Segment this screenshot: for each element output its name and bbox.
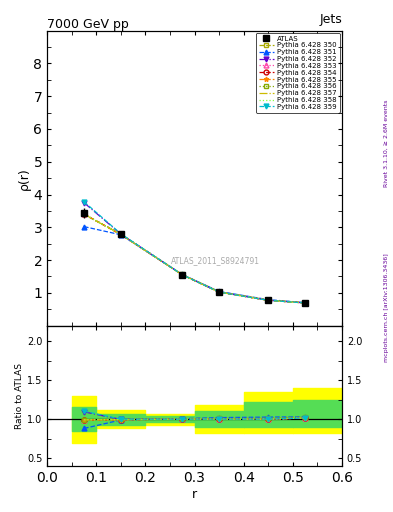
Pythia 6.428 359 [119, 231, 123, 237]
Pythia 6.428 351 [217, 288, 222, 294]
Pythia 6.428 356 [82, 211, 86, 217]
Pythia 6.428 352 [82, 200, 86, 206]
Pythia 6.428 354 [217, 289, 222, 295]
Pythia 6.428 353 [266, 297, 270, 304]
Pythia 6.428 352 [303, 300, 307, 306]
Pythia 6.428 354 [266, 297, 270, 304]
Pythia 6.428 353 [82, 211, 86, 217]
Pythia 6.428 351 [303, 300, 307, 306]
Pythia 6.428 356 [217, 289, 222, 295]
Pythia 6.428 359 [180, 272, 185, 278]
Pythia 6.428 359 [266, 297, 270, 304]
Y-axis label: ρ(r): ρ(r) [18, 167, 31, 189]
Line: Pythia 6.428 354: Pythia 6.428 354 [82, 212, 307, 305]
Text: Jets: Jets [319, 13, 342, 26]
Pythia 6.428 350 [180, 272, 185, 278]
Pythia 6.428 351 [180, 271, 185, 278]
Pythia 6.428 359 [82, 199, 86, 205]
Line: Pythia 6.428 351: Pythia 6.428 351 [82, 224, 307, 305]
Pythia 6.428 352 [180, 272, 185, 278]
Legend: ATLAS, Pythia 6.428 350, Pythia 6.428 351, Pythia 6.428 352, Pythia 6.428 353, P: ATLAS, Pythia 6.428 350, Pythia 6.428 35… [256, 33, 340, 113]
Pythia 6.428 357 [303, 300, 307, 306]
Text: ATLAS_2011_S8924791: ATLAS_2011_S8924791 [171, 256, 260, 265]
Pythia 6.428 353 [180, 272, 185, 278]
Line: Pythia 6.428 355: Pythia 6.428 355 [82, 212, 307, 305]
Pythia 6.428 357 [180, 272, 185, 278]
Pythia 6.428 354 [119, 231, 123, 238]
Pythia 6.428 355 [180, 272, 185, 278]
Pythia 6.428 358 [217, 289, 222, 295]
Pythia 6.428 356 [303, 300, 307, 306]
Pythia 6.428 350 [266, 297, 270, 304]
Line: Pythia 6.428 353: Pythia 6.428 353 [82, 212, 307, 305]
Pythia 6.428 353 [217, 289, 222, 295]
Pythia 6.428 355 [303, 300, 307, 306]
Pythia 6.428 350 [217, 289, 222, 295]
Pythia 6.428 356 [266, 297, 270, 303]
Pythia 6.428 357 [119, 231, 123, 238]
Pythia 6.428 358 [180, 272, 185, 278]
Pythia 6.428 357 [217, 289, 222, 295]
Pythia 6.428 358 [303, 300, 307, 306]
Pythia 6.428 351 [119, 232, 123, 238]
Pythia 6.428 358 [266, 297, 270, 304]
Pythia 6.428 355 [119, 231, 123, 238]
Pythia 6.428 358 [82, 211, 86, 217]
Pythia 6.428 351 [266, 296, 270, 303]
Line: Pythia 6.428 358: Pythia 6.428 358 [84, 214, 305, 303]
Pythia 6.428 354 [180, 272, 185, 278]
Y-axis label: Ratio to ATLAS: Ratio to ATLAS [15, 362, 24, 429]
Pythia 6.428 357 [266, 297, 270, 304]
Pythia 6.428 356 [119, 231, 123, 237]
Pythia 6.428 350 [303, 300, 307, 306]
Line: Pythia 6.428 359: Pythia 6.428 359 [82, 199, 307, 305]
Text: Rivet 3.1.10, ≥ 2.6M events: Rivet 3.1.10, ≥ 2.6M events [384, 100, 389, 187]
Pythia 6.428 355 [217, 289, 222, 295]
Pythia 6.428 353 [119, 231, 123, 237]
Pythia 6.428 354 [82, 211, 86, 217]
Line: Pythia 6.428 356: Pythia 6.428 356 [82, 212, 307, 305]
Pythia 6.428 358 [119, 231, 123, 238]
Pythia 6.428 357 [82, 211, 86, 217]
Pythia 6.428 352 [266, 297, 270, 304]
Pythia 6.428 351 [82, 224, 86, 230]
Pythia 6.428 359 [217, 289, 222, 295]
Line: Pythia 6.428 357: Pythia 6.428 357 [84, 214, 305, 303]
Pythia 6.428 355 [82, 211, 86, 217]
Pythia 6.428 356 [180, 271, 185, 278]
Pythia 6.428 350 [82, 211, 86, 217]
Pythia 6.428 355 [266, 297, 270, 304]
Pythia 6.428 359 [303, 300, 307, 306]
Pythia 6.428 354 [303, 300, 307, 306]
X-axis label: r: r [192, 487, 197, 501]
Text: mcplots.cern.ch [arXiv:1306.3436]: mcplots.cern.ch [arXiv:1306.3436] [384, 253, 389, 361]
Pythia 6.428 350 [119, 231, 123, 238]
Line: Pythia 6.428 352: Pythia 6.428 352 [82, 200, 307, 305]
Line: Pythia 6.428 350: Pythia 6.428 350 [82, 212, 307, 305]
Pythia 6.428 353 [303, 300, 307, 306]
Pythia 6.428 352 [119, 231, 123, 237]
Pythia 6.428 352 [217, 289, 222, 295]
Text: 7000 GeV pp: 7000 GeV pp [47, 18, 129, 31]
